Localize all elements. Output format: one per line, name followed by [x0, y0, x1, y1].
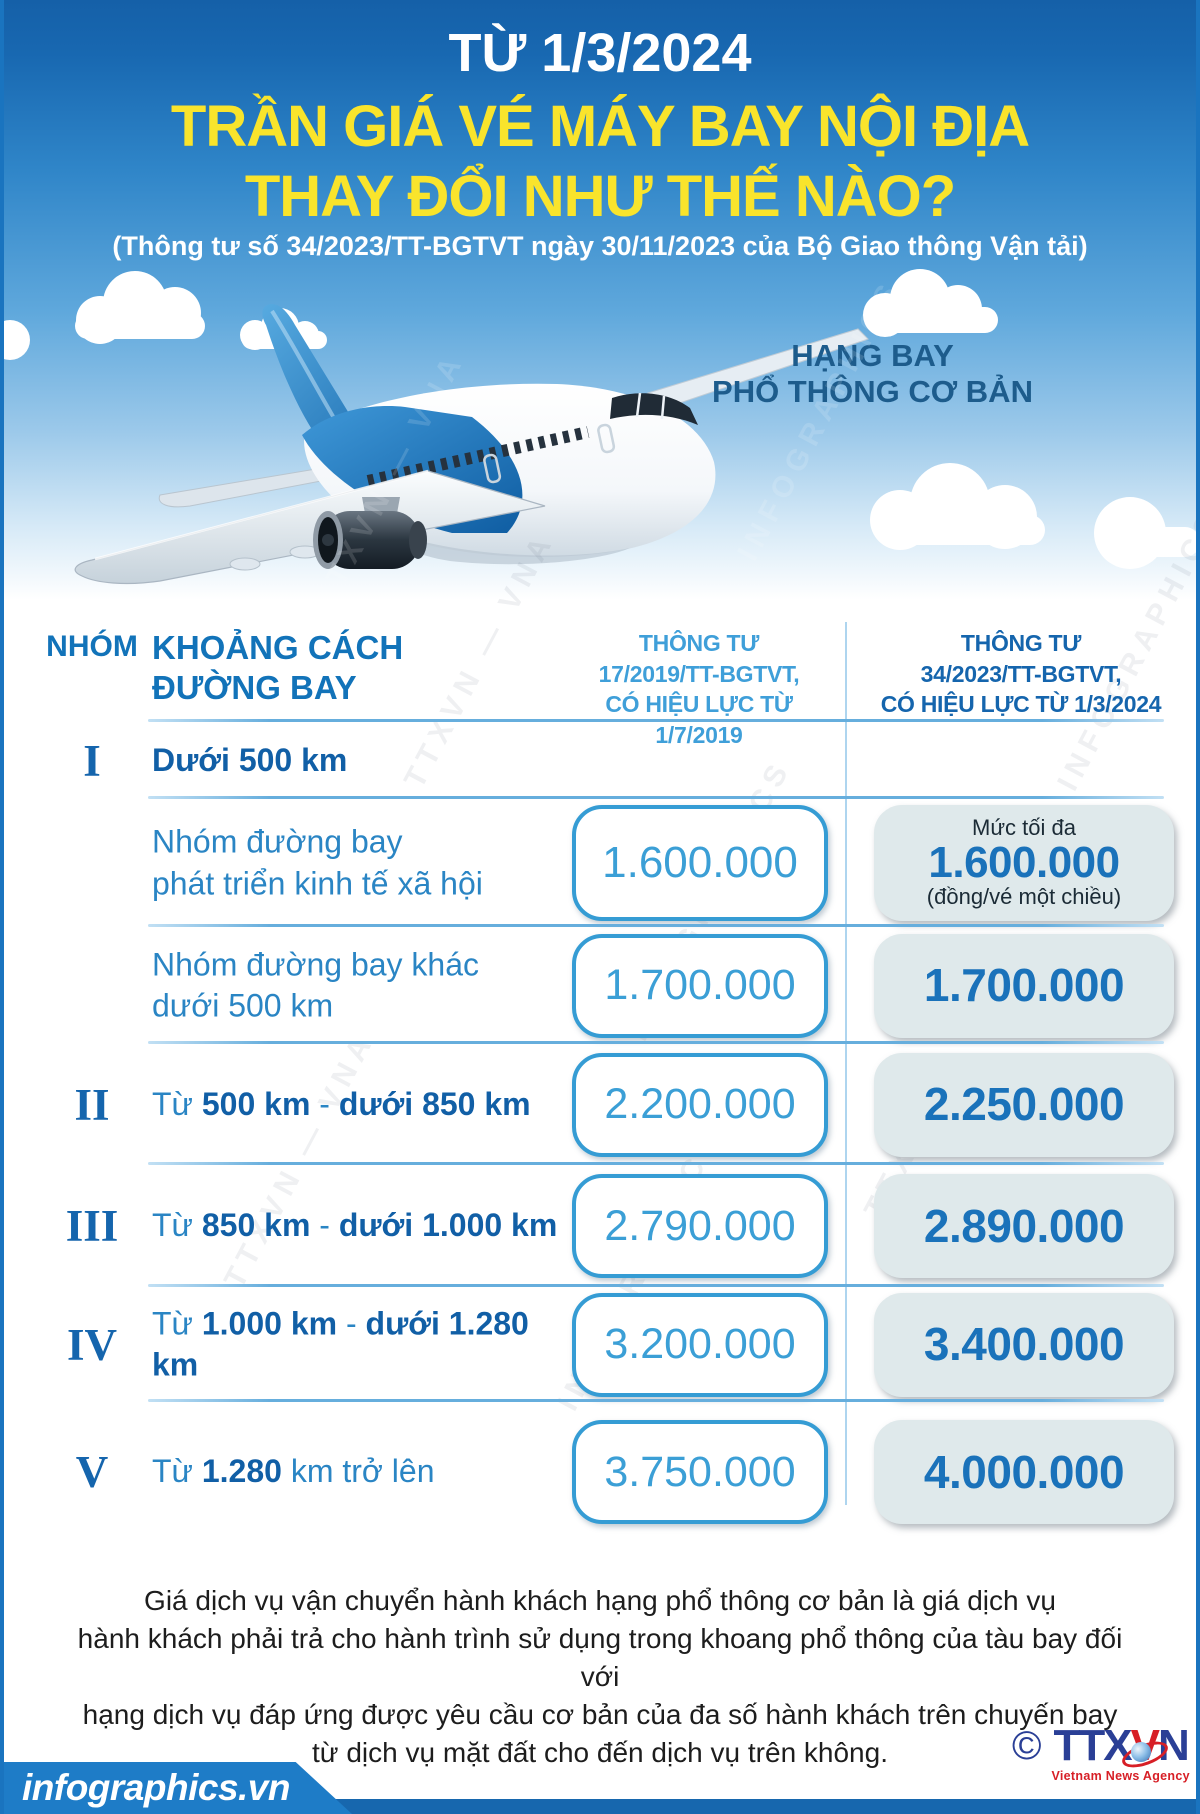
- new-price-value: 3.400.000: [923, 1318, 1125, 1371]
- fare-class-line2: PHỔ THÔNG CƠ BẢN: [712, 373, 1033, 409]
- logo-globe-icon: [1131, 1742, 1152, 1763]
- column-header-new-circular: THÔNG TƯ 34/2023/TT-BGTVT, CÓ HIỆU LỰC T…: [866, 628, 1176, 720]
- subtitle-circular-ref: (Thông tư số 34/2023/TT-BGTVT ngày 30/11…: [112, 231, 1088, 261]
- old-circular-line: THÔNG TƯ: [638, 630, 760, 656]
- old-price-box: 3.200.000: [572, 1292, 828, 1397]
- table-row: II Từ 500 km - dưới 850 km 2.200.000 2.250.…: [36, 1044, 1174, 1165]
- old-price-value: 3.750.000: [604, 1447, 796, 1496]
- column-header-distance: KHOẢNG CÁCH ĐƯỜNG BAY: [152, 628, 582, 709]
- route-distance-label: Dưới 500 km: [152, 741, 348, 778]
- new-circular-line: CÓ HIỆU LỰC TỪ 1/3/2024: [880, 691, 1162, 718]
- new-price-box: 1.700.000: [874, 933, 1174, 1038]
- infographics-site-label: infographics.vn: [22, 1767, 290, 1808]
- table-row: V Từ 1.280 km trở lên 3.750.000 4.000.000: [36, 1402, 1174, 1542]
- group-numeral: II: [74, 1079, 110, 1130]
- unit-note: (đồng/vé một chiều): [926, 884, 1122, 910]
- effective-date-title: TỪ 1/3/2024: [448, 23, 752, 83]
- old-price-box: 3.750.000: [572, 1420, 828, 1524]
- new-price-value: 1.600.000: [928, 837, 1120, 887]
- airplane: [74, 304, 869, 585]
- route-distance-label: Từ 1.000 km - dưới 1.280 km: [152, 1304, 529, 1383]
- infographics-banner: infographics.vn: [0, 1762, 352, 1814]
- distance-header-line: ĐƯỜNG BAY: [152, 669, 357, 707]
- table-row: Nhóm đường bay phát triển kinh tế xã hội 1…: [36, 799, 1174, 927]
- route-distance-label: Nhóm đường bay phát triển kinh tế xã hội: [152, 823, 483, 901]
- old-price-box: 2.790.000: [572, 1174, 828, 1278]
- table-body: I Dưới 500 km Nhóm đường bay phát triển kin…: [36, 722, 1174, 1542]
- new-price-value: 2.890.000: [923, 1199, 1125, 1252]
- footnote-line: hành khách phải trả cho hành trình sử dụ…: [77, 1623, 1123, 1693]
- group-numeral: III: [65, 1201, 119, 1251]
- airplane-illustration: [0, 269, 1200, 585]
- main-title-line1: TRẦN GIÁ VÉ MÁY BAY NỘI ĐỊA: [170, 94, 1030, 159]
- main-title-line2: THAY ĐỔI NHƯ THẾ NÀO?: [244, 164, 956, 229]
- max-level-note: Mức tối đa: [972, 815, 1076, 841]
- new-circular-line: THÔNG TƯ: [960, 630, 1082, 656]
- group-numeral: IV: [66, 1319, 117, 1370]
- old-price-value: 1.600.000: [602, 838, 798, 887]
- footnote: Giá dịch vụ vận chuyển hành khách hạng p…: [60, 1582, 1140, 1772]
- table-row: Nhóm đường bay khác dưới 500 km 1.700.000 1…: [36, 927, 1174, 1044]
- group-numeral: I: [83, 735, 101, 786]
- new-price-box: 2.890.000: [874, 1174, 1174, 1278]
- news-agency-branding: © TTXVN Vietnam News Agency: [1012, 1721, 1190, 1784]
- old-circular-line: 17/2019/TT-BGTVT,: [598, 660, 800, 687]
- ttxvn-logo: TTXVN: [1053, 1721, 1190, 1773]
- right-border: [1196, 0, 1200, 1814]
- old-price-box: 1.600.000: [572, 805, 828, 921]
- new-price-box: 4.000.000: [874, 1420, 1174, 1524]
- table-row: I Dưới 500 km: [36, 722, 1164, 799]
- new-price-value: 2.250.000: [923, 1078, 1125, 1131]
- footnote-line: từ dịch vụ mặt đất cho đến dịch vụ trên …: [312, 1737, 888, 1769]
- route-distance-label: Từ 850 km - dưới 1.000 km: [152, 1207, 558, 1244]
- old-price-value: 3.200.000: [604, 1320, 796, 1368]
- old-price-value: 1.700.000: [604, 961, 796, 1009]
- footnote-line: hạng dịch vụ đáp ứng được yêu cầu cơ bản…: [82, 1699, 1118, 1731]
- table-row: IV Từ 1.000 km - dưới 1.280 km 3.200.000 3.…: [36, 1287, 1174, 1402]
- fare-class-line1: HẠNG BAY: [791, 338, 954, 373]
- route-distance-label: Nhóm đường bay khác dưới 500 km: [152, 945, 480, 1024]
- new-price-box: 3.400.000: [874, 1292, 1174, 1397]
- old-price-box: 2.200.000: [572, 1052, 828, 1157]
- agency-tagline: Vietnam News Agency: [1051, 1769, 1190, 1783]
- old-price-box: 1.700.000: [572, 933, 828, 1038]
- new-price-box: 2.250.000: [874, 1052, 1174, 1157]
- column-divider: [845, 622, 847, 1505]
- distance-header-line: KHOẢNG CÁCH: [152, 629, 404, 666]
- logo-text-part: TTX: [1053, 1721, 1133, 1770]
- fare-class-label: HẠNG BAY PHỔ THÔNG CƠ BẢN: [700, 338, 1045, 410]
- table-header-row: NHÓM KHOẢNG CÁCH ĐƯỜNG BAY THÔNG TƯ 17/2…: [36, 600, 1164, 748]
- group-numeral: V: [75, 1447, 109, 1497]
- new-price-value: 1.700.000: [923, 959, 1125, 1012]
- left-border: [0, 0, 4, 1814]
- copyright-icon: ©: [1012, 1724, 1042, 1768]
- new-circular-line: 34/2023/TT-BGTVT,: [920, 660, 1122, 687]
- sky-background: TỪ 1/3/2024 TRẦN GIÁ VÉ MÁY BAY NỘI ĐỊA …: [0, 0, 1200, 600]
- footnote-line: Giá dịch vụ vận chuyển hành khách hạng p…: [144, 1585, 1056, 1616]
- old-price-value: 2.790.000: [604, 1201, 796, 1250]
- route-distance-label: Từ 500 km - dưới 850 km: [152, 1085, 531, 1122]
- new-price-value: 4.000.000: [923, 1445, 1125, 1498]
- new-price-box: Mức tối đa 1.600.000 (đồng/vé một chiều): [874, 805, 1174, 921]
- route-distance-label: Từ 1.280 km trở lên: [152, 1453, 435, 1490]
- column-header-group: NHÓM: [46, 630, 138, 663]
- old-circular-line: CÓ HIỆU LỰC TỪ 1/7/2019: [605, 691, 793, 748]
- table-row: III Từ 850 km - dưới 1.000 km 2.790.000 2.8…: [36, 1165, 1174, 1287]
- old-price-value: 2.200.000: [604, 1080, 796, 1128]
- fare-cap-table: NHÓM KHOẢNG CÁCH ĐƯỜNG BAY THÔNG TƯ 17/2…: [36, 600, 1174, 1542]
- logo-text-part: N: [1158, 1721, 1190, 1770]
- column-header-old-circular: THÔNG TƯ 17/2019/TT-BGTVT, CÓ HIỆU LỰC T…: [564, 628, 834, 750]
